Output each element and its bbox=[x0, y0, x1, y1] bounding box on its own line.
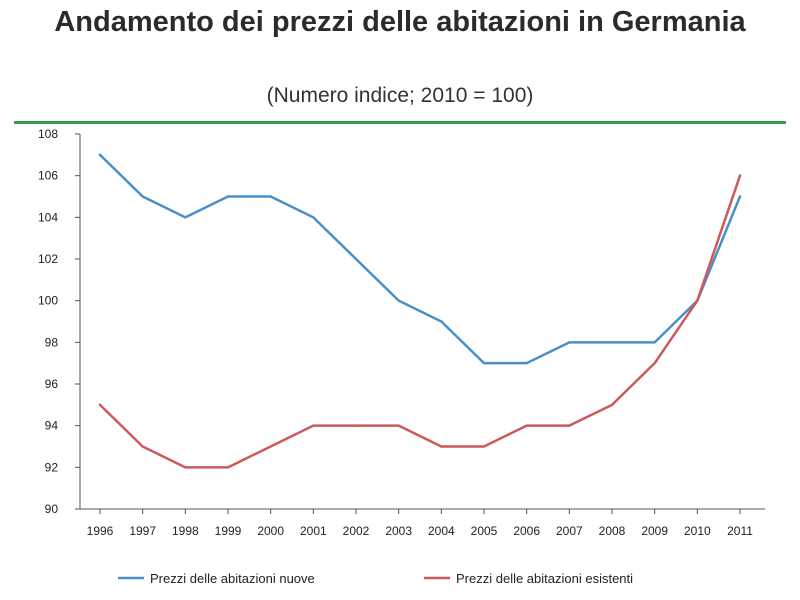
x-tick-label: 2009 bbox=[641, 524, 668, 538]
legend-label-1: Prezzi delle abitazioni esistenti bbox=[456, 571, 633, 586]
y-tick-label: 92 bbox=[45, 460, 59, 474]
data-point bbox=[184, 216, 187, 219]
data-point bbox=[568, 341, 571, 344]
data-point bbox=[610, 341, 614, 344]
data-point bbox=[226, 195, 230, 198]
y-tick-label: 106 bbox=[38, 169, 58, 183]
data-point bbox=[738, 174, 742, 177]
y-tick-label: 100 bbox=[38, 294, 58, 308]
data-point bbox=[98, 153, 102, 157]
chart-legend: Prezzi delle abitazioni nuove Prezzi dell… bbox=[118, 571, 633, 586]
title-divider bbox=[14, 121, 786, 124]
y-tick-label: 90 bbox=[45, 502, 59, 516]
data-point bbox=[610, 403, 614, 407]
data-point bbox=[525, 361, 528, 365]
data-point bbox=[141, 195, 144, 198]
x-tick-label: 1997 bbox=[129, 524, 156, 538]
data-point bbox=[98, 403, 102, 407]
y-tick-label: 98 bbox=[45, 335, 59, 349]
data-point bbox=[269, 195, 272, 198]
data-point bbox=[312, 424, 315, 427]
x-tick-label: 2005 bbox=[471, 524, 498, 538]
x-tick-label: 1998 bbox=[172, 524, 199, 538]
data-point bbox=[226, 466, 230, 469]
x-tick-label: 1999 bbox=[215, 524, 242, 538]
data-point bbox=[696, 299, 699, 302]
data-point bbox=[653, 341, 656, 344]
x-tick-label: 2002 bbox=[343, 524, 370, 538]
data-point bbox=[440, 445, 443, 448]
y-tick-label: 104 bbox=[38, 210, 58, 224]
y-tick-label: 102 bbox=[38, 252, 58, 266]
x-tick-label: 2010 bbox=[684, 524, 711, 538]
data-point bbox=[397, 299, 400, 302]
data-point bbox=[141, 445, 144, 448]
data-point bbox=[653, 361, 656, 365]
series-line-0 bbox=[98, 153, 742, 365]
data-point bbox=[269, 445, 272, 448]
x-tick-label: 2008 bbox=[599, 524, 626, 538]
data-point bbox=[525, 424, 528, 427]
data-point bbox=[482, 445, 486, 448]
data-point bbox=[482, 361, 486, 365]
x-tick-label: 1996 bbox=[87, 524, 114, 538]
x-tick-label: 2001 bbox=[300, 524, 327, 538]
series-line-1 bbox=[98, 174, 742, 469]
data-point bbox=[354, 257, 358, 261]
x-tick-label: 2003 bbox=[385, 524, 412, 538]
data-point bbox=[312, 216, 315, 219]
x-tick-label: 2011 bbox=[727, 524, 753, 538]
data-point bbox=[397, 424, 400, 427]
x-tick-label: 2004 bbox=[428, 524, 455, 538]
data-point bbox=[440, 320, 443, 323]
data-point bbox=[568, 424, 571, 427]
chart-axes: 90 92 94 96 98 100 102 104 106 108 1996 1997 1998 199… bbox=[38, 127, 765, 538]
y-tick-label: 94 bbox=[45, 419, 59, 433]
chart-title: Andamento dei prezzi delle abitazioni in… bbox=[54, 6, 746, 38]
x-tick-label: 2000 bbox=[257, 524, 284, 538]
data-point bbox=[354, 424, 358, 427]
legend-label-0: Prezzi delle abitazioni nuove bbox=[150, 571, 315, 586]
y-tick-label: 108 bbox=[38, 127, 58, 141]
chart-series bbox=[98, 153, 742, 469]
chart-subtitle: (Numero indice; 2010 = 100) bbox=[266, 84, 534, 107]
data-point bbox=[738, 195, 742, 198]
x-tick-label: 2006 bbox=[513, 524, 540, 538]
data-point bbox=[184, 466, 187, 469]
x-tick-label: 2007 bbox=[556, 524, 583, 538]
y-tick-label: 96 bbox=[45, 377, 59, 391]
